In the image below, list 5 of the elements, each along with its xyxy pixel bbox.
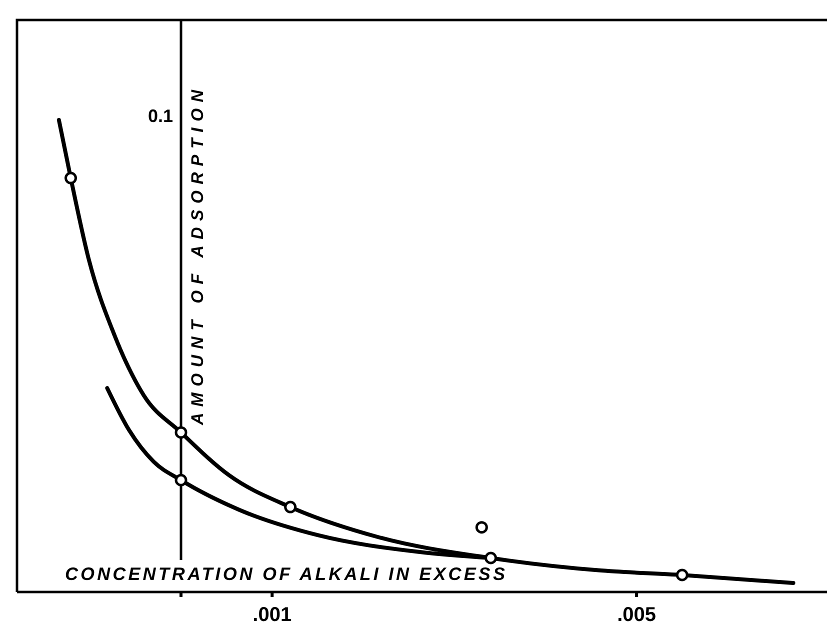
x-tick-label: .001 bbox=[252, 604, 292, 626]
x-axis-title: CONCENTRATION OF ALKALI IN EXCESS bbox=[65, 564, 505, 584]
x-tick-label: .005 bbox=[617, 604, 656, 626]
y-axis-title: AMOUNT OF ADSORPTION bbox=[188, 89, 208, 426]
annotation: 0.1 bbox=[148, 106, 174, 126]
